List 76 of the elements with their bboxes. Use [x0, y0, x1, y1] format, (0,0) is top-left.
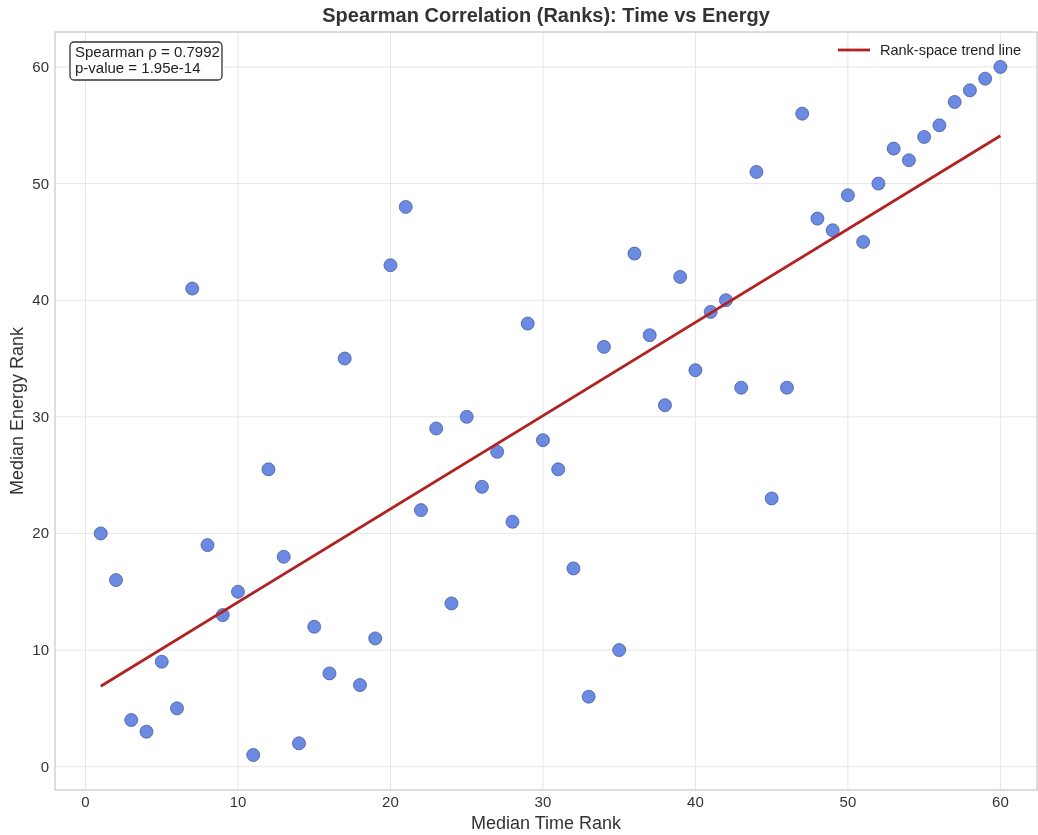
point — [734, 380, 749, 395]
point — [551, 462, 566, 477]
point — [124, 713, 139, 727]
point — [688, 363, 703, 378]
point — [383, 258, 398, 273]
point — [231, 584, 245, 599]
point — [490, 444, 505, 459]
point — [398, 200, 413, 214]
point — [520, 316, 535, 331]
point — [444, 596, 459, 611]
point — [917, 130, 932, 144]
point — [292, 736, 306, 751]
point — [795, 106, 810, 121]
point — [246, 748, 261, 762]
point — [673, 270, 688, 284]
point — [414, 503, 428, 517]
point — [475, 479, 489, 494]
legend-label: Rank-space trend line — [880, 42, 1022, 58]
point — [368, 631, 383, 646]
point — [612, 643, 627, 657]
point — [170, 701, 184, 716]
point — [200, 538, 215, 552]
point — [902, 153, 916, 168]
x-tick-label: 40 — [687, 793, 704, 810]
point — [185, 281, 200, 296]
annotation: Spearman ρ = 0.7992 p-value = 1.95e-14 — [75, 43, 220, 76]
y-tick-label: 0 — [40, 757, 49, 775]
y-tick-label: 50 — [32, 174, 49, 192]
point — [871, 176, 886, 191]
point — [780, 380, 794, 395]
y-tick-label: 20 — [32, 524, 49, 542]
point — [841, 188, 855, 203]
point — [993, 60, 1008, 74]
point — [886, 141, 901, 156]
x-tick-label: 30 — [534, 793, 552, 810]
point — [429, 421, 444, 436]
point — [353, 678, 367, 692]
point — [154, 654, 169, 669]
x-tick-label: 0 — [81, 793, 90, 810]
point — [810, 211, 825, 226]
y-tick-label: 30 — [32, 407, 49, 425]
y-tick-label: 40 — [32, 291, 49, 309]
x-tick-label: 20 — [382, 793, 399, 810]
point — [139, 724, 154, 739]
point — [536, 433, 550, 447]
point — [947, 95, 962, 109]
point — [597, 340, 611, 354]
point — [276, 549, 291, 564]
x-tick-label: 60 — [992, 793, 1009, 810]
point — [963, 83, 977, 98]
point — [764, 491, 779, 506]
point — [505, 514, 520, 529]
point — [322, 666, 337, 681]
point — [459, 409, 474, 424]
point — [109, 573, 123, 587]
x-tick-label: 10 — [229, 793, 247, 810]
chart-title: Spearman Correlation (Ranks): Time vs Energy — [322, 4, 771, 26]
point — [642, 328, 657, 343]
point — [337, 351, 352, 366]
point — [932, 118, 947, 133]
y-axis-title: Median Energy Rank — [7, 325, 27, 496]
y-tick-label: 10 — [32, 641, 49, 659]
point — [627, 246, 642, 261]
x-axis-title: Median Time Rank — [470, 813, 623, 833]
point — [566, 561, 581, 576]
point — [856, 235, 871, 249]
point — [581, 689, 596, 704]
y-tick-label: 60 — [32, 57, 49, 75]
point — [749, 165, 764, 179]
x-tick-label: 50 — [839, 793, 857, 810]
point — [261, 462, 276, 477]
point — [978, 71, 993, 86]
point — [307, 619, 322, 634]
point — [93, 526, 108, 541]
point — [825, 223, 840, 238]
point — [658, 398, 672, 413]
